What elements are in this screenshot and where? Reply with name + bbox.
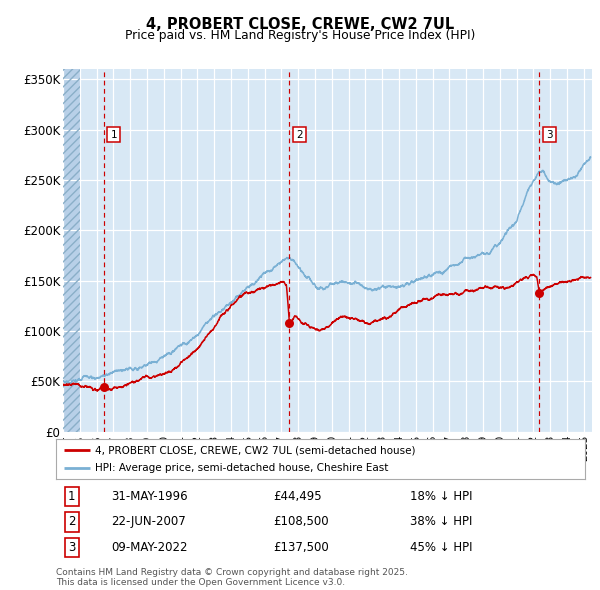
Text: 4, PROBERT CLOSE, CREWE, CW2 7UL (semi-detached house): 4, PROBERT CLOSE, CREWE, CW2 7UL (semi-d… xyxy=(95,445,416,455)
Text: £44,495: £44,495 xyxy=(273,490,322,503)
Text: 3: 3 xyxy=(546,130,553,140)
Text: £108,500: £108,500 xyxy=(273,515,328,529)
Text: HPI: Average price, semi-detached house, Cheshire East: HPI: Average price, semi-detached house,… xyxy=(95,463,389,473)
Text: 31-MAY-1996: 31-MAY-1996 xyxy=(112,490,188,503)
Text: 2: 2 xyxy=(296,130,303,140)
Text: 22-JUN-2007: 22-JUN-2007 xyxy=(112,515,186,529)
Text: £137,500: £137,500 xyxy=(273,541,329,554)
Text: 18% ↓ HPI: 18% ↓ HPI xyxy=(410,490,473,503)
Text: 45% ↓ HPI: 45% ↓ HPI xyxy=(410,541,473,554)
Text: 4, PROBERT CLOSE, CREWE, CW2 7UL: 4, PROBERT CLOSE, CREWE, CW2 7UL xyxy=(146,17,454,31)
Text: 38% ↓ HPI: 38% ↓ HPI xyxy=(410,515,473,529)
Bar xyxy=(63,69,80,432)
Text: Price paid vs. HM Land Registry's House Price Index (HPI): Price paid vs. HM Land Registry's House … xyxy=(125,29,475,42)
Text: 3: 3 xyxy=(68,541,76,554)
Text: 09-MAY-2022: 09-MAY-2022 xyxy=(112,541,188,554)
Bar xyxy=(63,69,80,432)
Text: 1: 1 xyxy=(110,130,117,140)
Text: Contains HM Land Registry data © Crown copyright and database right 2025.
This d: Contains HM Land Registry data © Crown c… xyxy=(56,568,407,587)
Text: 2: 2 xyxy=(68,515,76,529)
Text: 1: 1 xyxy=(68,490,76,503)
